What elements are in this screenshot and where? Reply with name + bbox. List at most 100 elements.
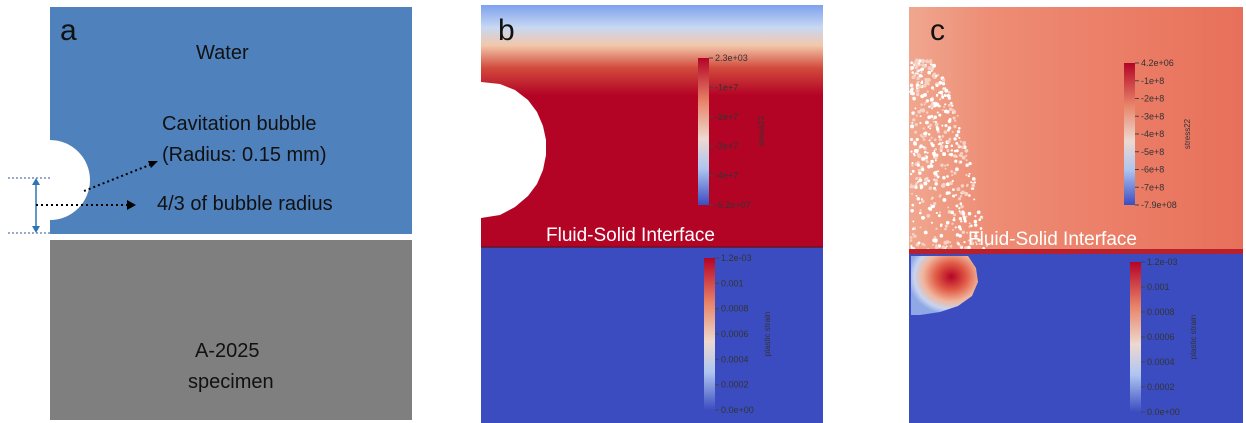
fluid-particle <box>946 149 950 153</box>
fluid-particle <box>947 91 951 94</box>
fluid-particle <box>912 118 916 122</box>
fluid-particle <box>968 194 971 197</box>
fluid-particle <box>973 198 976 201</box>
fluid-particle <box>917 109 922 114</box>
fluid-particle <box>941 78 946 82</box>
fluid-particle <box>947 96 951 100</box>
fluid-particle <box>935 243 938 246</box>
fluid-particle <box>932 88 935 91</box>
colorbar-tick-label: -4e+8 <box>1141 129 1164 139</box>
fluid-particle <box>927 115 932 120</box>
fluid-particle <box>915 92 920 97</box>
fluid-particle <box>978 242 981 246</box>
fluid-particle <box>945 191 950 195</box>
fluid-particle <box>941 82 945 85</box>
fluid-particle <box>953 149 957 153</box>
panel-b-interface-label: Fluid-Solid Interface <box>546 225 715 246</box>
fluid-particle <box>916 76 920 81</box>
fluid-particle <box>930 114 934 118</box>
fluid-particle <box>911 162 914 165</box>
fluid-particle <box>929 127 932 130</box>
bubble-collapse-particles <box>909 58 989 252</box>
fluid-particle <box>929 97 934 102</box>
fluid-particle <box>947 206 950 209</box>
fluid-particle <box>909 236 913 239</box>
fluid-particle <box>914 185 918 189</box>
water-region <box>50 7 412 234</box>
fluid-particle <box>918 74 923 78</box>
fluid-particle <box>964 148 969 153</box>
fluid-particle <box>915 194 918 197</box>
fluid-particle <box>913 154 916 157</box>
fluid-particle <box>924 178 928 182</box>
fluid-particle <box>968 162 972 166</box>
fluid-particle <box>910 66 914 70</box>
fluid-particle <box>985 244 989 247</box>
fluid-particle <box>917 80 920 83</box>
panel-b-label: b <box>498 14 515 47</box>
fluid-particle <box>911 75 916 80</box>
fluid-particle <box>937 170 940 173</box>
fluid-particle <box>965 215 968 218</box>
fluid-particle <box>959 140 962 143</box>
fluid-particle <box>937 73 940 76</box>
colorbar-tick-label: -6e+8 <box>1141 165 1164 175</box>
fluid-particle <box>935 227 938 230</box>
colorbar-tick-label: -3e+7 <box>715 141 738 151</box>
fluid-particle <box>930 197 934 200</box>
strain-colorbar <box>1130 262 1141 412</box>
stress-colorbar <box>698 58 709 205</box>
fluid-particle <box>915 69 918 72</box>
fluid-particle <box>939 90 943 95</box>
fluid-particle <box>919 211 922 215</box>
fluid-particle <box>936 127 940 131</box>
fluid-particle <box>915 114 918 117</box>
fluid-particle <box>916 69 920 73</box>
fluid-particle <box>909 83 914 88</box>
colorbar-tick-label: 0.0002 <box>721 380 749 390</box>
fluid-particle <box>934 189 937 192</box>
bubble-void <box>481 82 546 218</box>
fluid-particle <box>938 80 943 85</box>
fluid-particle <box>919 226 922 229</box>
fluid-particle <box>935 102 938 105</box>
fluid-particle <box>939 211 942 214</box>
colorbar-tick-label: 0.0002 <box>1147 382 1175 392</box>
fluid-particle <box>928 123 933 127</box>
colorbar-tick-label: 0.0e+00 <box>1147 407 1180 417</box>
colorbar-tick-label: -1e+8 <box>1141 76 1164 86</box>
fluid-particle <box>945 110 950 114</box>
fluid-particle <box>913 73 916 76</box>
colorbar-tick-label: 0.001 <box>721 278 744 288</box>
fluid-particle <box>934 159 937 162</box>
fluid-particle <box>917 62 921 65</box>
fluid-particle <box>952 116 956 120</box>
colorbar-tick-label: -1e+7 <box>715 82 738 92</box>
fluid-particle <box>923 64 927 69</box>
fluid-particle <box>964 191 967 194</box>
colorbar-tick-label: 0.0004 <box>721 354 749 364</box>
fluid-particle <box>928 71 931 74</box>
panel-b: stress22 2.3e+03 -1e+7 -2e+7 -3e+7 -4e+7 -5.2… <box>481 5 823 423</box>
fluid-particle <box>931 143 935 148</box>
fluid-particle <box>961 210 965 214</box>
fluid-particle <box>910 150 913 153</box>
fluid-particle <box>945 182 950 187</box>
panel-a: a Water Cavitation bubble (Radius: 0.15 … <box>0 0 420 423</box>
fluid-particle <box>955 167 959 172</box>
strain-colorbar <box>704 258 715 410</box>
fluid-particle <box>910 244 913 248</box>
fluid-particle <box>924 156 926 158</box>
fluid-particle <box>915 58 919 62</box>
fluid-particle <box>945 220 950 225</box>
fluid-particle <box>941 93 944 96</box>
fluid-particle <box>922 146 925 149</box>
fluid-particle <box>920 81 924 85</box>
fluid-particle <box>919 134 923 137</box>
fluid-particle <box>921 242 925 246</box>
fluid-particle <box>910 173 913 176</box>
fluid-particle <box>913 140 916 143</box>
fluid-particle <box>917 168 921 172</box>
fluid-particle <box>963 219 967 223</box>
fluid-particle <box>970 241 975 246</box>
